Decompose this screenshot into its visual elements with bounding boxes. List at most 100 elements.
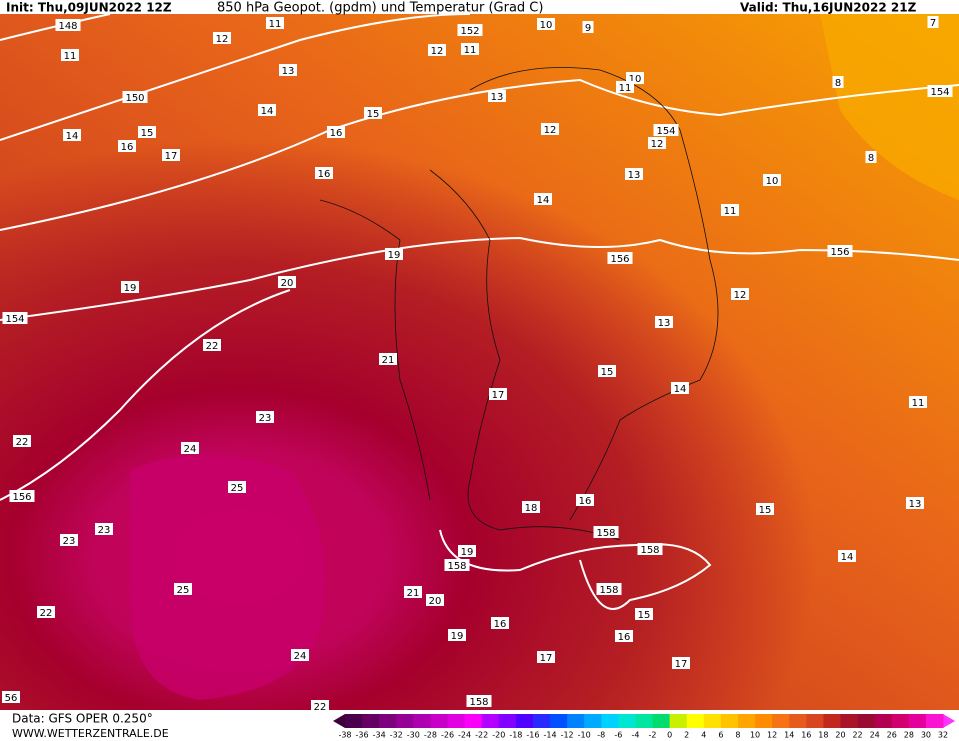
colorbar-swatch <box>447 714 466 728</box>
colorbar-label: -36 <box>356 731 369 740</box>
colorbar-label: -8 <box>597 731 605 740</box>
contour-label: 16 <box>579 496 592 507</box>
contour-label-box <box>9 490 35 502</box>
website: WWW.WETTERZENTRALE.DE <box>12 727 169 740</box>
colorbar-swatch <box>345 714 363 728</box>
contour-label-box <box>55 19 81 31</box>
contour-label-box <box>458 545 476 557</box>
contour-label: 11 <box>724 206 737 217</box>
contour-label: 22 <box>314 702 327 713</box>
contour-label-box <box>278 276 296 288</box>
warm-area <box>820 14 959 200</box>
colorbar-swatch <box>396 714 414 728</box>
colorbar-label: 32 <box>938 731 948 740</box>
contour-label: 18 <box>525 503 538 514</box>
colorbar-swatch <box>481 714 500 728</box>
geopotential-lines <box>0 13 959 610</box>
colorbar-label: 28 <box>904 731 914 740</box>
colorbar-label: 4 <box>701 731 706 740</box>
colorbar-label: 0 <box>667 731 672 740</box>
contour-label-box <box>522 501 540 513</box>
contour-label-box <box>404 586 422 598</box>
colorbar-label: -24 <box>458 731 471 740</box>
contour-label-box <box>598 365 616 377</box>
contour-label-box <box>582 21 594 33</box>
country-borders <box>319 67 719 541</box>
colorbar-swatch <box>720 714 739 728</box>
colorbar-swatch <box>823 714 841 728</box>
contour-label-box <box>927 16 939 28</box>
contour-label-box <box>616 81 634 93</box>
contour-label: 23 <box>63 536 76 547</box>
contour-label: 13 <box>658 318 671 329</box>
contour-label: 22 <box>206 341 219 352</box>
contour-label: 15 <box>759 505 772 516</box>
colorbar-label: -26 <box>441 731 454 740</box>
contour-label: 12 <box>734 290 747 301</box>
colorbar-label: -2 <box>649 731 657 740</box>
contour-label-box <box>95 523 113 535</box>
contour-label-box <box>181 442 199 454</box>
contour-label-box <box>763 174 781 186</box>
colorbar-label: -22 <box>475 731 488 740</box>
contour-label: 20 <box>429 596 442 607</box>
colorbar-swatch <box>686 714 705 728</box>
contour-label: 158 <box>596 528 615 539</box>
contour-label-box <box>489 388 507 400</box>
colorbar-arrow-right <box>943 714 955 728</box>
contour-label-box <box>203 339 221 351</box>
colorbar-label: 8 <box>735 731 740 740</box>
contour-label-box <box>118 140 136 152</box>
colorbar-swatch <box>789 714 807 728</box>
contour-label-box <box>596 583 622 595</box>
contour-label: 156 <box>610 254 629 265</box>
colorbar-swatch <box>464 714 483 728</box>
colorbar-arrow-left <box>333 714 345 728</box>
contour-label-box <box>827 245 853 257</box>
contour-label-box <box>721 204 739 216</box>
map-title: 850 hPa Geopot. (gpdm) und Temperatur (G… <box>217 1 543 16</box>
contour-label-box <box>162 149 180 161</box>
contour-label: 19 <box>451 631 464 642</box>
colorbar-label: -10 <box>578 731 591 740</box>
contour-label-box <box>266 17 284 29</box>
contour-label-box <box>534 193 552 205</box>
contour-label-box <box>541 123 559 135</box>
contour-label-box <box>906 497 924 509</box>
contour-label-box <box>385 248 403 260</box>
colorbar-swatch <box>669 714 688 728</box>
contour-label: 158 <box>447 561 466 572</box>
colorbar-label: -20 <box>492 731 505 740</box>
contour-label-box <box>228 481 246 493</box>
contour-label-box <box>537 651 555 663</box>
colorbar-label: -4 <box>631 731 639 740</box>
colorbar-swatch <box>515 714 534 728</box>
colorbar-swatch <box>413 714 431 728</box>
contour-label-box <box>291 649 309 661</box>
contour-label-box <box>607 252 633 264</box>
contour-label: 14 <box>674 384 687 395</box>
colorbar-label: -16 <box>526 731 539 740</box>
colorbar-label: 10 <box>750 731 760 740</box>
colorbar-swatch <box>498 714 517 728</box>
valid-time: Valid: Thu,16JUN2022 21Z <box>740 1 917 15</box>
contour-label: 16 <box>121 142 134 153</box>
contour-label: 14 <box>537 195 550 206</box>
contour-label-box <box>379 353 397 365</box>
contour-label: 14 <box>841 552 854 563</box>
contour-label: 11 <box>912 398 925 409</box>
contour-label-box <box>2 312 28 324</box>
contour-label-box <box>37 606 55 618</box>
contour-label-box <box>256 411 274 423</box>
colorbar-swatch <box>737 714 756 728</box>
contour-label: 25 <box>231 483 244 494</box>
contour-label: 16 <box>330 128 343 139</box>
contour-label: 11 <box>619 83 632 94</box>
contour-label-box <box>13 435 31 447</box>
contour-label-box <box>653 124 679 136</box>
colorbar-swatch <box>755 714 773 728</box>
contour-label: 12 <box>216 34 229 45</box>
contour-label-box <box>466 695 492 707</box>
colorbar-label: -32 <box>390 731 403 740</box>
